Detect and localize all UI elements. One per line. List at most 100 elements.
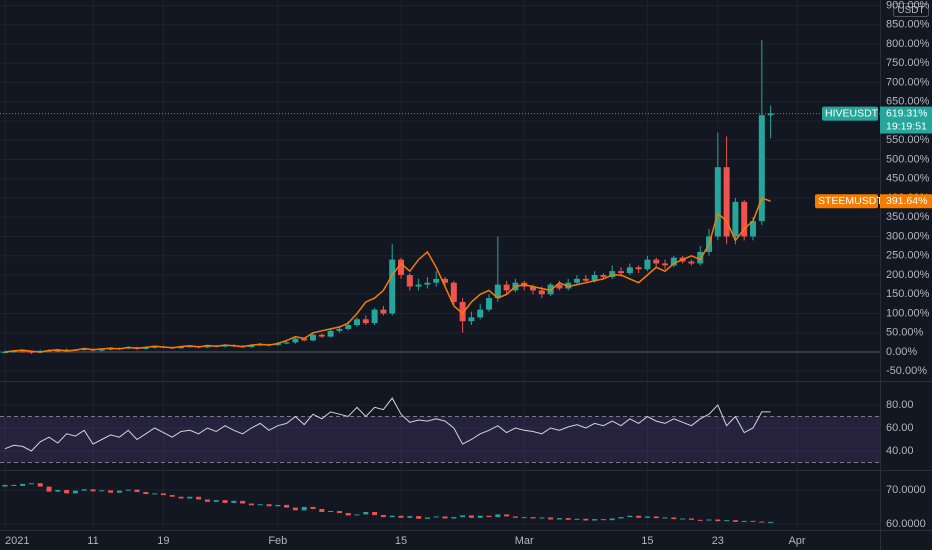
candle-body xyxy=(98,349,105,351)
candle-body xyxy=(680,518,686,520)
candle-body xyxy=(354,319,361,326)
candle-body xyxy=(653,516,659,519)
candle-body xyxy=(90,489,96,492)
candle-body xyxy=(662,263,669,266)
candle-body xyxy=(468,515,474,518)
candle-body xyxy=(319,508,325,513)
candle-body xyxy=(548,517,554,520)
x-tick-label: 15 xyxy=(641,535,653,547)
candle-body xyxy=(415,284,422,287)
candle-body xyxy=(46,486,52,492)
series-name: HIVEUSDT xyxy=(825,107,879,119)
candle-body xyxy=(283,342,290,344)
candle-body xyxy=(714,167,721,237)
y-tick-label: 800.00% xyxy=(886,38,930,50)
y-tick-label: 40.00 xyxy=(886,445,914,457)
candle-body xyxy=(72,490,78,494)
compare-line xyxy=(4,197,771,353)
y-tick-label: 150.00% xyxy=(886,288,930,300)
candle-body xyxy=(134,489,140,493)
candle-body xyxy=(125,489,131,491)
candle-body xyxy=(592,519,598,521)
candle-body xyxy=(697,519,703,521)
currency-box[interactable] xyxy=(893,3,929,17)
candle-body xyxy=(538,290,545,295)
candle-body xyxy=(583,518,589,521)
candle-body xyxy=(20,483,26,486)
x-tick-label: 19 xyxy=(157,535,169,547)
candle-body xyxy=(556,284,563,289)
candle-body xyxy=(627,515,633,518)
candle-body xyxy=(591,275,598,281)
candle-body xyxy=(37,483,43,487)
candle-body xyxy=(213,500,219,502)
x-tick-label: Apr xyxy=(788,535,805,547)
candle-body xyxy=(248,503,254,506)
candle-body xyxy=(81,348,88,351)
candle-body xyxy=(477,309,484,318)
candle-body xyxy=(767,113,774,116)
candle-body xyxy=(336,511,342,514)
candle-body xyxy=(530,286,537,291)
candle-body xyxy=(750,520,756,522)
last-price-label: 619.31% xyxy=(886,107,927,119)
y-tick-label: 650.00% xyxy=(886,96,930,108)
candle-body xyxy=(284,504,290,508)
candle-body xyxy=(178,496,184,499)
candle-body xyxy=(204,499,210,502)
candle-body xyxy=(750,221,757,237)
candle-body xyxy=(152,493,158,495)
grid xyxy=(0,0,880,530)
candle-body xyxy=(28,351,35,353)
y-tick-label: 500.00% xyxy=(886,153,930,165)
y-tick-label: 850.00% xyxy=(886,19,930,31)
countdown: 19:19:51 xyxy=(886,120,927,132)
candle-body xyxy=(600,275,607,277)
y-tick-label: 550.00% xyxy=(886,134,930,146)
series-name-tag xyxy=(822,106,878,121)
candle-body xyxy=(494,284,501,299)
candle-body xyxy=(503,284,510,291)
candle-body xyxy=(565,518,571,520)
candle-body xyxy=(108,490,114,493)
candle-body xyxy=(442,516,448,519)
candle-body xyxy=(28,483,34,485)
candle-body xyxy=(2,484,8,487)
candle-body xyxy=(362,319,369,324)
candle-body xyxy=(204,345,211,348)
candle-body xyxy=(477,515,483,518)
x-tick-label: 11 xyxy=(87,535,98,547)
last-value-tag xyxy=(880,194,932,209)
candle-body xyxy=(301,338,308,341)
candle-body xyxy=(81,489,87,491)
candle-body xyxy=(600,519,606,521)
currency[interactable]: USDT xyxy=(897,5,924,16)
candle-body xyxy=(424,517,430,519)
candle-body xyxy=(724,520,730,522)
candle-body xyxy=(486,515,492,518)
candle-body xyxy=(371,309,378,324)
candle-body xyxy=(759,521,765,523)
candle-body xyxy=(274,343,281,346)
y-tick-label: 60.0000 xyxy=(886,518,926,530)
y-tick-label: 70.0000 xyxy=(886,484,926,496)
candle-body xyxy=(582,278,589,281)
candle-body xyxy=(671,517,677,520)
candle-body xyxy=(389,259,396,314)
y-tick-label: 700.00% xyxy=(886,76,930,88)
candle-body xyxy=(715,519,721,522)
candle-body xyxy=(609,518,615,521)
y-tick-label: 350.00% xyxy=(886,211,930,223)
candle-body xyxy=(407,516,413,518)
candle-body xyxy=(644,516,650,518)
candle-body xyxy=(266,504,272,507)
candle-body xyxy=(406,275,413,287)
candle-body xyxy=(336,328,343,331)
y-tick-label: 750.00% xyxy=(886,57,930,69)
candle-body xyxy=(732,520,738,522)
y-tick-label: 450.00% xyxy=(886,173,930,185)
candle-body xyxy=(450,282,457,302)
x-tick-label: Mar xyxy=(515,535,534,547)
candle-body xyxy=(741,520,747,522)
